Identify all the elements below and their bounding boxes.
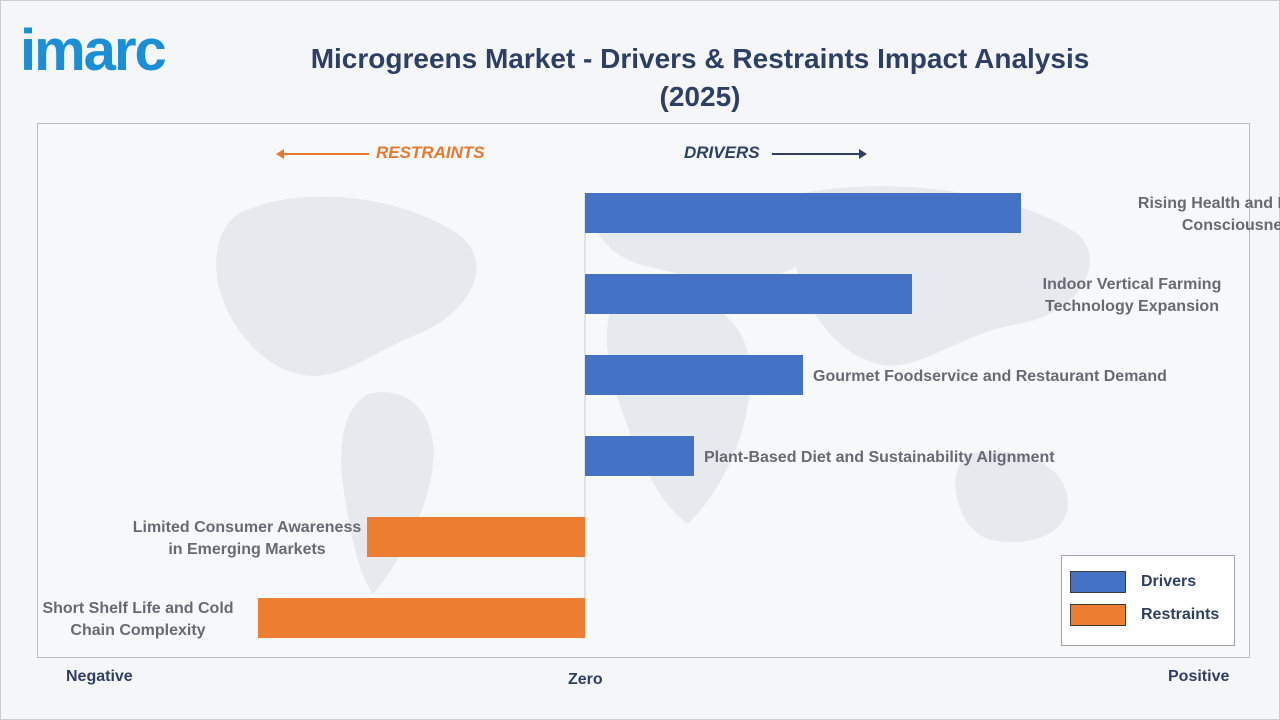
legend-label-drivers: Drivers (1141, 573, 1197, 590)
imarc-logo: imarc (20, 18, 167, 83)
axis-label-zero: Zero (568, 671, 603, 688)
logo-text: imarc (20, 18, 167, 83)
legend-item-restraints: Restraints (1070, 604, 1219, 626)
bar-restraint-4 (367, 517, 585, 557)
category-label-5: Short Shelf Life and Cold Chain Complexit… (42, 600, 233, 639)
drivers-direction-label: DRIVERS (684, 143, 760, 162)
legend-swatch-restraints (1070, 604, 1126, 626)
bar-restraint-5 (258, 598, 585, 638)
bar-driver-2 (585, 355, 803, 395)
left-arrow-icon (276, 149, 369, 159)
bar-driver-0 (585, 193, 1021, 233)
legend-label-restraints: Restraints (1141, 606, 1220, 623)
legend-item-drivers: Drivers (1070, 571, 1196, 593)
category-label-0: Rising Health and NutritionConsciousness (1138, 195, 1280, 234)
category-label-4: Limited Consumer Awareness in Emerging Ma… (133, 519, 362, 558)
bar-driver-1 (585, 274, 912, 314)
axis-label-positive: Positive (1168, 668, 1230, 685)
category-label-2: Gourmet Foodservice and Restaurant Deman… (813, 368, 1167, 385)
category-label-1: Indoor Vertical Farming Technology Expans… (1043, 276, 1222, 315)
chart-legend: Drivers Restraints (1061, 555, 1235, 646)
bar-driver-3 (585, 436, 694, 476)
restraints-direction-label: RESTRAINTS (376, 143, 485, 162)
category-label-3: Plant-Based Diet and Sustainability Alig… (704, 449, 1055, 466)
legend-swatch-drivers (1070, 571, 1126, 593)
axis-label-negative: Negative (66, 668, 133, 685)
right-arrow-icon (772, 149, 867, 159)
chart-title: Microgreens Market - Drivers & Restraint… (310, 43, 1090, 112)
